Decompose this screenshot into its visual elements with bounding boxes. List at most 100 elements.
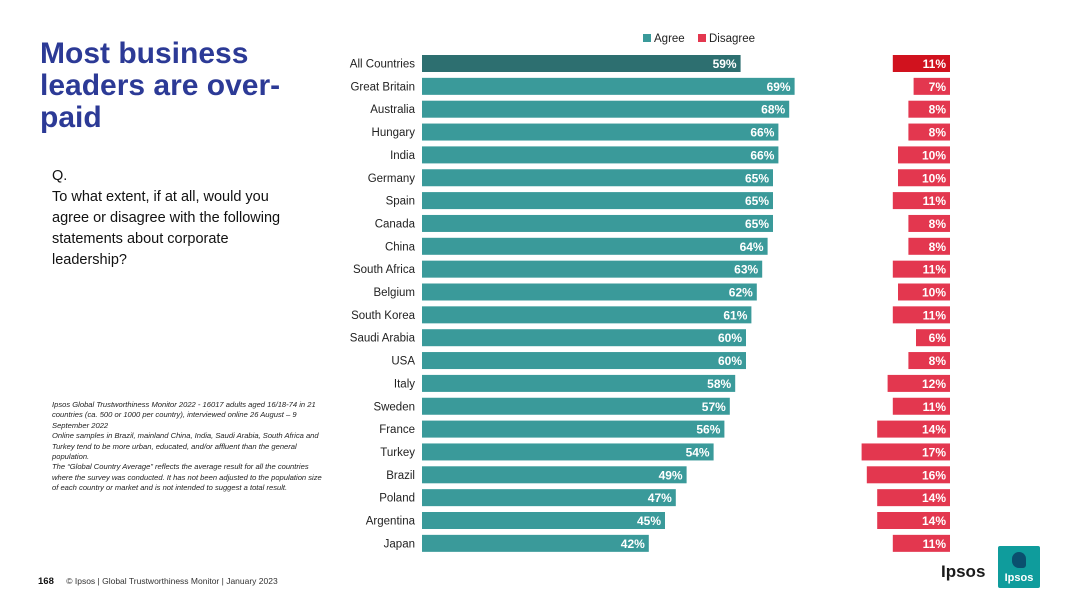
category-label: Hungary <box>372 127 416 139</box>
disagree-bar <box>898 283 950 301</box>
disagree-bar <box>908 352 950 370</box>
category-label: Italy <box>394 378 415 390</box>
agree-bar <box>422 397 730 415</box>
disagree-value-label: 11% <box>923 308 947 322</box>
ipsos-logo: Ipsos <box>998 546 1040 588</box>
agree-value-label: 56% <box>696 423 720 437</box>
agree-bar <box>422 306 752 324</box>
disagree-value-label: 14% <box>922 514 946 528</box>
category-label: Germany <box>368 173 416 185</box>
disagree-value-label: 10% <box>922 171 946 185</box>
agree-bar <box>422 420 725 438</box>
category-label: Australia <box>370 104 415 116</box>
disagree-bar <box>913 77 950 95</box>
footer-text: © Ipsos | Global Trustworthiness Monitor… <box>66 576 278 586</box>
disagree-bar <box>898 169 950 187</box>
disagree-bar <box>908 214 950 232</box>
disagree-bar <box>866 466 950 484</box>
disagree-value-label: 12% <box>922 377 946 391</box>
agree-bar <box>422 77 795 95</box>
agree-value-label: 66% <box>750 126 774 140</box>
category-label: Spain <box>386 196 415 208</box>
agree-value-label: 54% <box>686 445 710 459</box>
category-label: Turkey <box>380 447 415 459</box>
disagree-value-label: 10% <box>922 286 946 300</box>
disagree-value-label: 11% <box>923 194 947 208</box>
agree-value-label: 42% <box>621 537 645 551</box>
agree-bar <box>422 512 665 529</box>
agree-bar <box>422 214 773 232</box>
disagree-value-label: 11% <box>923 57 947 71</box>
disagree-value-label: 11% <box>923 400 947 414</box>
disagree-bar <box>877 489 950 507</box>
agree-bar <box>422 123 779 141</box>
category-label: Brazil <box>386 470 415 482</box>
agree-bar <box>422 466 687 484</box>
agree-bar <box>422 534 649 552</box>
agree-bar <box>422 374 736 392</box>
agree-value-label: 68% <box>761 103 785 117</box>
disagree-value-label: 11% <box>923 263 947 277</box>
question-label: Q. <box>52 168 68 184</box>
category-label: Canada <box>375 218 416 230</box>
category-label: USA <box>391 356 415 368</box>
agree-value-label: 47% <box>648 491 672 505</box>
disagree-bar <box>898 146 950 164</box>
agree-value-label: 62% <box>729 286 753 300</box>
agree-bar <box>422 55 741 72</box>
disagree-value-label: 8% <box>929 126 947 140</box>
category-label: Japan <box>384 538 415 550</box>
agree-value-label: 69% <box>767 80 791 94</box>
legend-swatch-agree <box>643 34 651 42</box>
logo-text: Ipsos <box>1004 572 1034 584</box>
category-label: Saudi Arabia <box>350 333 416 345</box>
category-label: South Africa <box>353 264 416 276</box>
question-text: To what extent, if at all, would you agr… <box>52 189 281 268</box>
disagree-value-label: 11% <box>923 537 947 551</box>
disagree-value-label: 16% <box>922 468 946 482</box>
methodology-note: Ipsos Global Trustworthiness Monitor 202… <box>52 400 316 430</box>
disagree-value-label: 8% <box>929 240 947 254</box>
agree-value-label: 60% <box>718 354 742 368</box>
disagree-bar <box>908 123 950 141</box>
category-label: South Korea <box>351 310 416 322</box>
methodology-note: Online samples in Brazil, mainland China… <box>52 431 319 462</box>
disagree-bar <box>892 260 950 278</box>
disagree-value-label: 14% <box>922 423 946 437</box>
disagree-value-label: 8% <box>929 354 947 368</box>
category-label: Sweden <box>373 401 415 413</box>
agree-value-label: 64% <box>740 240 764 254</box>
agree-bar <box>422 329 746 347</box>
agree-value-label: 65% <box>745 194 769 208</box>
disagree-bar <box>916 329 950 347</box>
disagree-bar <box>908 237 950 255</box>
agree-value-label: 59% <box>713 57 737 71</box>
disagree-value-label: 6% <box>929 331 947 345</box>
category-label: All Countries <box>350 59 415 71</box>
agree-value-label: 58% <box>707 377 731 391</box>
disagree-bar <box>892 55 950 72</box>
category-label: Great Britain <box>350 81 415 93</box>
disagree-bar <box>877 420 950 438</box>
question-block: Q. To what extent, if at all, would you … <box>52 166 282 271</box>
agree-value-label: 49% <box>659 468 683 482</box>
agree-value-label: 61% <box>723 308 747 322</box>
footer: 168 © Ipsos | Global Trustworthiness Mon… <box>38 576 278 587</box>
agree-bar <box>422 352 746 370</box>
agree-value-label: 63% <box>734 263 758 277</box>
methodology-note: The “Global Country Average” reflects th… <box>52 462 322 493</box>
disagree-bar <box>892 397 950 415</box>
disagree-bar <box>887 374 950 392</box>
legend-label-agree: Agree <box>654 33 685 45</box>
agree-bar <box>422 260 763 278</box>
disagree-value-label: 14% <box>922 491 946 505</box>
category-label: India <box>390 150 416 162</box>
agree-value-label: 57% <box>702 400 726 414</box>
agree-bar <box>422 489 676 507</box>
brand-wordmark: Ipsos <box>941 562 986 581</box>
agree-value-label: 65% <box>745 171 769 185</box>
agree-value-label: 45% <box>637 514 661 528</box>
disagree-bar <box>908 100 950 118</box>
agree-value-label: 60% <box>718 331 742 345</box>
disagree-value-label: 10% <box>922 148 946 162</box>
